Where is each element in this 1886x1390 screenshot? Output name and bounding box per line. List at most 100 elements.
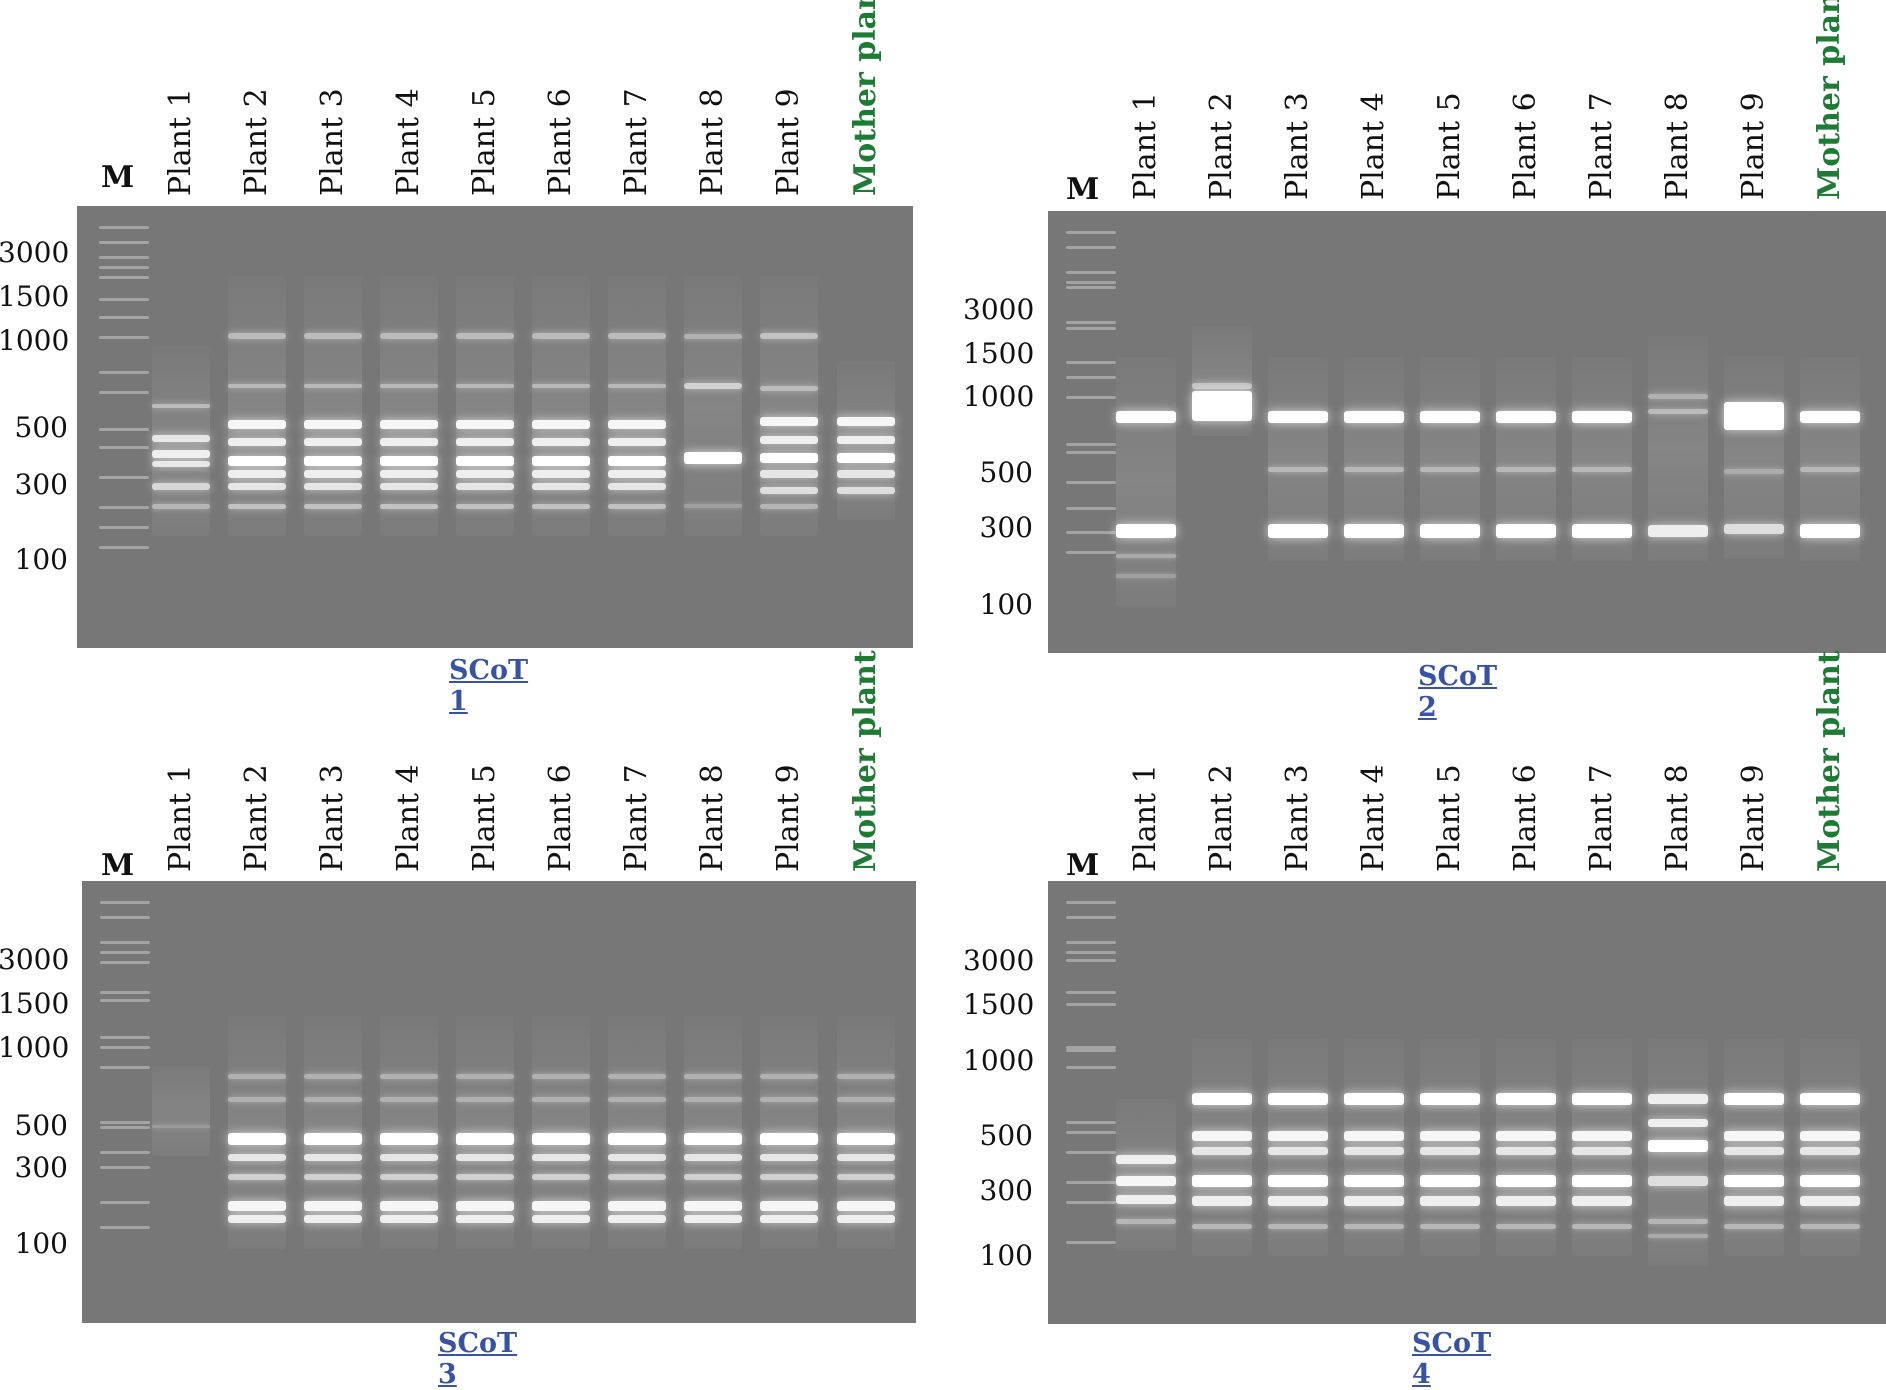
dna-band xyxy=(608,503,666,509)
dna-band xyxy=(1268,524,1328,538)
lane-smear xyxy=(760,276,818,536)
dna-band xyxy=(684,333,742,339)
ladder-lane xyxy=(99,206,149,648)
lane-plant-3 xyxy=(304,206,362,648)
dna-band xyxy=(760,436,818,444)
ladder-band xyxy=(1066,1121,1116,1124)
dna-band xyxy=(380,438,438,446)
dna-band xyxy=(1496,1147,1556,1155)
dna-band xyxy=(1496,1223,1556,1229)
size-label-3000: 3000 xyxy=(963,944,1035,977)
ladder-band xyxy=(1066,321,1116,324)
lane-label-plant-4: Plant 4 xyxy=(391,88,426,196)
lane-plant-9 xyxy=(760,206,818,648)
lane-label-mother-plant: Mother plant xyxy=(848,0,883,196)
dna-band xyxy=(456,482,514,490)
lane-mother-plant xyxy=(837,206,895,648)
lane-label-m: M xyxy=(101,160,135,195)
ladder-band xyxy=(1066,1046,1116,1049)
lane-label-plant-7: Plant 7 xyxy=(1584,764,1619,872)
dna-band xyxy=(1800,524,1860,538)
ladder-band xyxy=(100,1201,150,1204)
dna-band xyxy=(456,384,514,388)
dna-band xyxy=(1724,468,1784,474)
ladder-band xyxy=(1066,281,1116,284)
ladder-band xyxy=(100,991,150,994)
dna-band xyxy=(304,333,362,339)
dna-band xyxy=(760,1073,818,1079)
ladder-band xyxy=(1066,959,1116,962)
dna-band xyxy=(1268,411,1328,423)
dna-band xyxy=(304,1201,362,1211)
lane-mother-plant xyxy=(1800,881,1860,1324)
lane-plant-4 xyxy=(1344,211,1404,653)
panel-caption: SCoT 2 xyxy=(1418,661,1498,723)
dna-band xyxy=(608,456,666,466)
dna-band xyxy=(1116,1176,1176,1186)
ladder-band xyxy=(99,226,149,229)
dna-band xyxy=(228,503,286,509)
lane-smear xyxy=(380,276,438,536)
dna-band xyxy=(1800,1223,1860,1229)
dna-band xyxy=(837,1174,895,1180)
ladder-band xyxy=(100,1036,150,1039)
dna-band xyxy=(380,1073,438,1079)
ladder-band xyxy=(100,951,150,954)
ladder-band xyxy=(99,546,149,549)
dna-band xyxy=(760,1215,818,1223)
lane-plant-1 xyxy=(1116,881,1176,1324)
dna-band xyxy=(1496,1093,1556,1105)
lane-label-plant-4: Plant 4 xyxy=(1356,92,1391,200)
dna-band xyxy=(1572,524,1632,538)
dna-band xyxy=(837,453,895,463)
ladder-band xyxy=(1066,286,1116,289)
ladder-band xyxy=(1066,1049,1116,1052)
dna-band xyxy=(837,1215,895,1223)
dna-band xyxy=(608,1174,666,1180)
dna-band xyxy=(1420,1175,1480,1187)
lane-plant-4 xyxy=(1344,881,1404,1324)
ladder-band xyxy=(100,916,150,919)
dna-band xyxy=(152,503,210,509)
dna-band xyxy=(1192,1223,1252,1229)
ladder-band xyxy=(100,1166,150,1169)
dna-band xyxy=(228,1133,286,1145)
dna-band xyxy=(1192,383,1252,389)
lane-plant-6 xyxy=(1496,211,1556,653)
dna-band xyxy=(837,436,895,444)
lane-label-plant-9: Plant 9 xyxy=(1736,764,1771,872)
dna-band xyxy=(228,1096,286,1102)
ladder-band xyxy=(1066,271,1116,274)
panel-caption: SCoT 4 xyxy=(1412,1328,1492,1390)
dna-band xyxy=(1572,1147,1632,1155)
dna-band xyxy=(1572,1223,1632,1229)
dna-band xyxy=(1344,1131,1404,1141)
ladder-band xyxy=(99,266,149,269)
size-label-3000: 3000 xyxy=(0,943,70,976)
lane-smear xyxy=(532,276,590,536)
ladder-band xyxy=(99,391,149,394)
dna-band xyxy=(456,1174,514,1180)
dna-band xyxy=(608,1153,666,1161)
dna-band xyxy=(1572,1131,1632,1141)
dna-band xyxy=(608,1096,666,1102)
dna-band xyxy=(1724,1175,1784,1187)
ladder-band xyxy=(1066,951,1116,954)
size-label-500: 500 xyxy=(14,1109,68,1142)
dna-band xyxy=(228,1215,286,1223)
lane-label-plant-8: Plant 8 xyxy=(695,764,730,872)
ladder-band xyxy=(1066,327,1116,330)
lane-label-plant-2: Plant 2 xyxy=(1204,764,1239,872)
dna-band xyxy=(837,1073,895,1079)
dna-band xyxy=(1572,1175,1632,1187)
dna-band xyxy=(1496,466,1556,472)
dna-band xyxy=(380,384,438,388)
dna-band xyxy=(532,1153,590,1161)
dna-band xyxy=(1268,1196,1328,1206)
dna-band xyxy=(380,333,438,339)
dna-band xyxy=(228,470,286,478)
dna-band xyxy=(1800,466,1860,472)
dna-band xyxy=(1420,1131,1480,1141)
lane-plant-8 xyxy=(684,206,742,648)
lane-label-plant-9: Plant 9 xyxy=(1736,92,1771,200)
